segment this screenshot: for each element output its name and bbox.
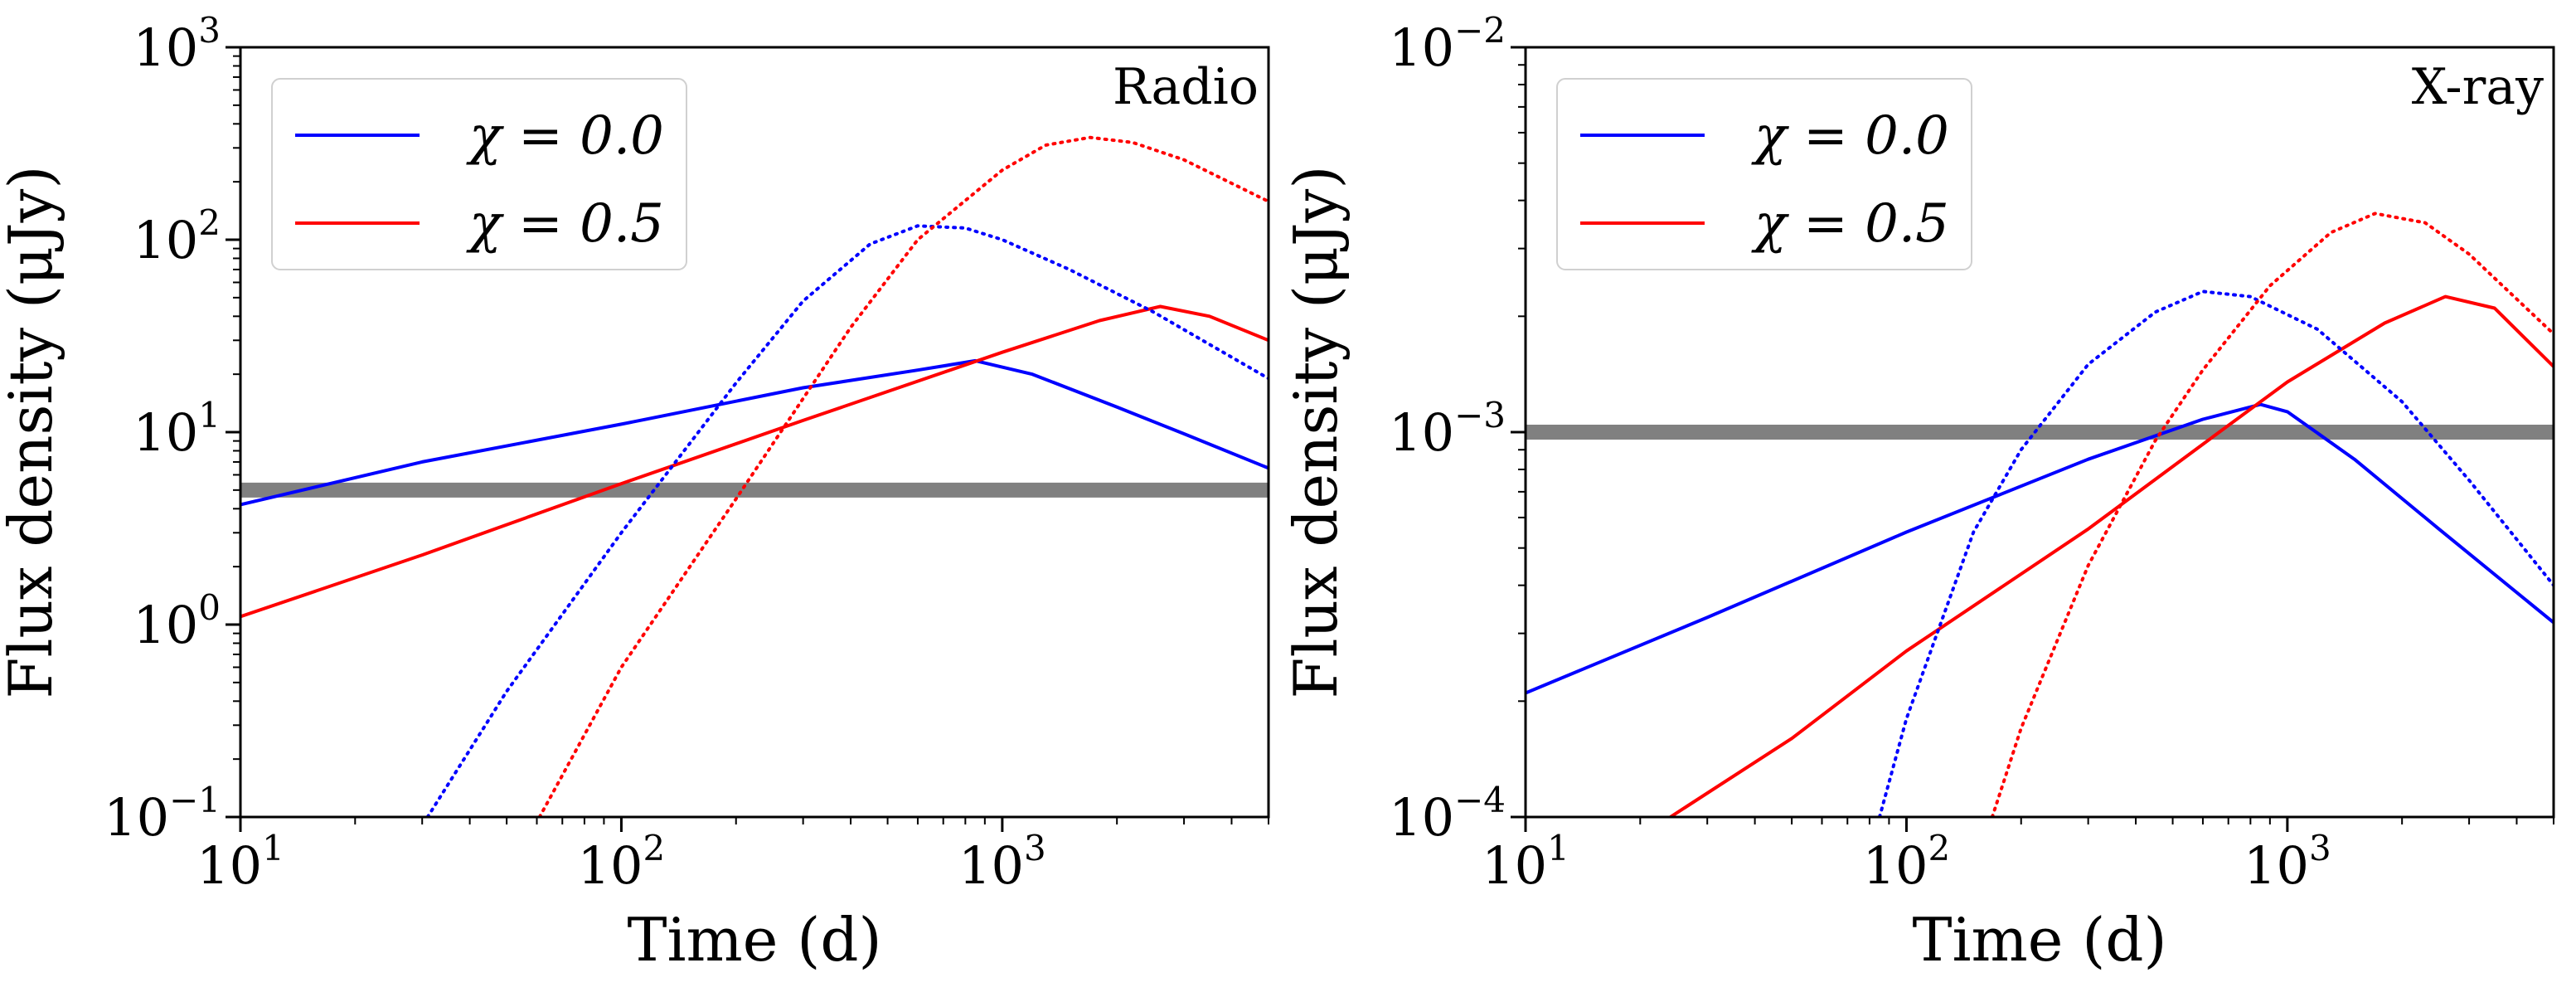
y-axis: 10−1 100 101 102 103: [104, 10, 240, 848]
series-line-chi-0-0-dotted: [1878, 289, 2554, 817]
panel-label: X-ray: [2412, 58, 2544, 116]
x-tick-label: 101: [1482, 828, 1569, 896]
y-tick-label: 100: [133, 587, 221, 655]
y-tick-label: 103: [133, 10, 221, 78]
legend-label: χ = 0.0: [466, 105, 664, 167]
legend: χ = 0.0 χ = 0.5: [271, 78, 687, 270]
series-line-chi-0-5-solid: [240, 304, 1269, 619]
panel-radio: 101 102 103 10−1 100 101 102 103 Time (d) Flux de…: [0, 10, 1270, 975]
series-line-chi-0-5-solid: [1669, 294, 2554, 817]
y-tick-label: 101: [133, 395, 221, 463]
series-line-chi-0-0-dotted: [425, 224, 1269, 817]
x-tick-label: 102: [578, 828, 666, 896]
legend-label: χ = 0.5: [466, 193, 664, 255]
series-line-chi-0-5-dotted: [1990, 212, 2554, 817]
y-tick-label: 10−2: [1389, 10, 1506, 78]
series-line-chi-0-0-solid: [240, 358, 1269, 507]
legend-label: χ = 0.5: [1751, 193, 1949, 255]
plot-area: [240, 135, 1269, 817]
y-axis-label: Flux density (μJy): [0, 166, 65, 699]
x-axis: 101 102 103: [1482, 817, 2554, 896]
x-tick-label: 101: [196, 828, 284, 896]
x-axis-label: Time (d): [627, 905, 881, 975]
y-tick-label: 10−4: [1389, 780, 1506, 848]
y-axis-label: Flux density (μJy): [1281, 166, 1351, 699]
legend-label: χ = 0.0: [1751, 105, 1949, 167]
y-tick-label: 102: [133, 202, 221, 270]
plot-area: [1526, 212, 2554, 817]
x-tick-label: 103: [2244, 828, 2331, 896]
y-axis: 10−4 10−3 10−2: [1389, 10, 1526, 848]
panel-label: Radio: [1113, 58, 1259, 116]
series-line-chi-0-0-solid: [1526, 402, 2554, 695]
panel-xray: 101 102 103 10−4 10−3 10−2 Time (d) Flux densit…: [1281, 10, 2555, 975]
series-line-chi-0-5-dotted: [537, 135, 1269, 817]
x-tick-label: 102: [1863, 828, 1951, 896]
legend: χ = 0.0 χ = 0.5: [1556, 78, 1972, 270]
y-tick-label: 10−3: [1389, 395, 1506, 463]
x-axis: 101 102 103: [196, 817, 1269, 896]
x-axis-label: Time (d): [1912, 905, 2166, 975]
y-tick-label: 10−1: [104, 780, 221, 848]
x-tick-label: 103: [958, 828, 1046, 896]
